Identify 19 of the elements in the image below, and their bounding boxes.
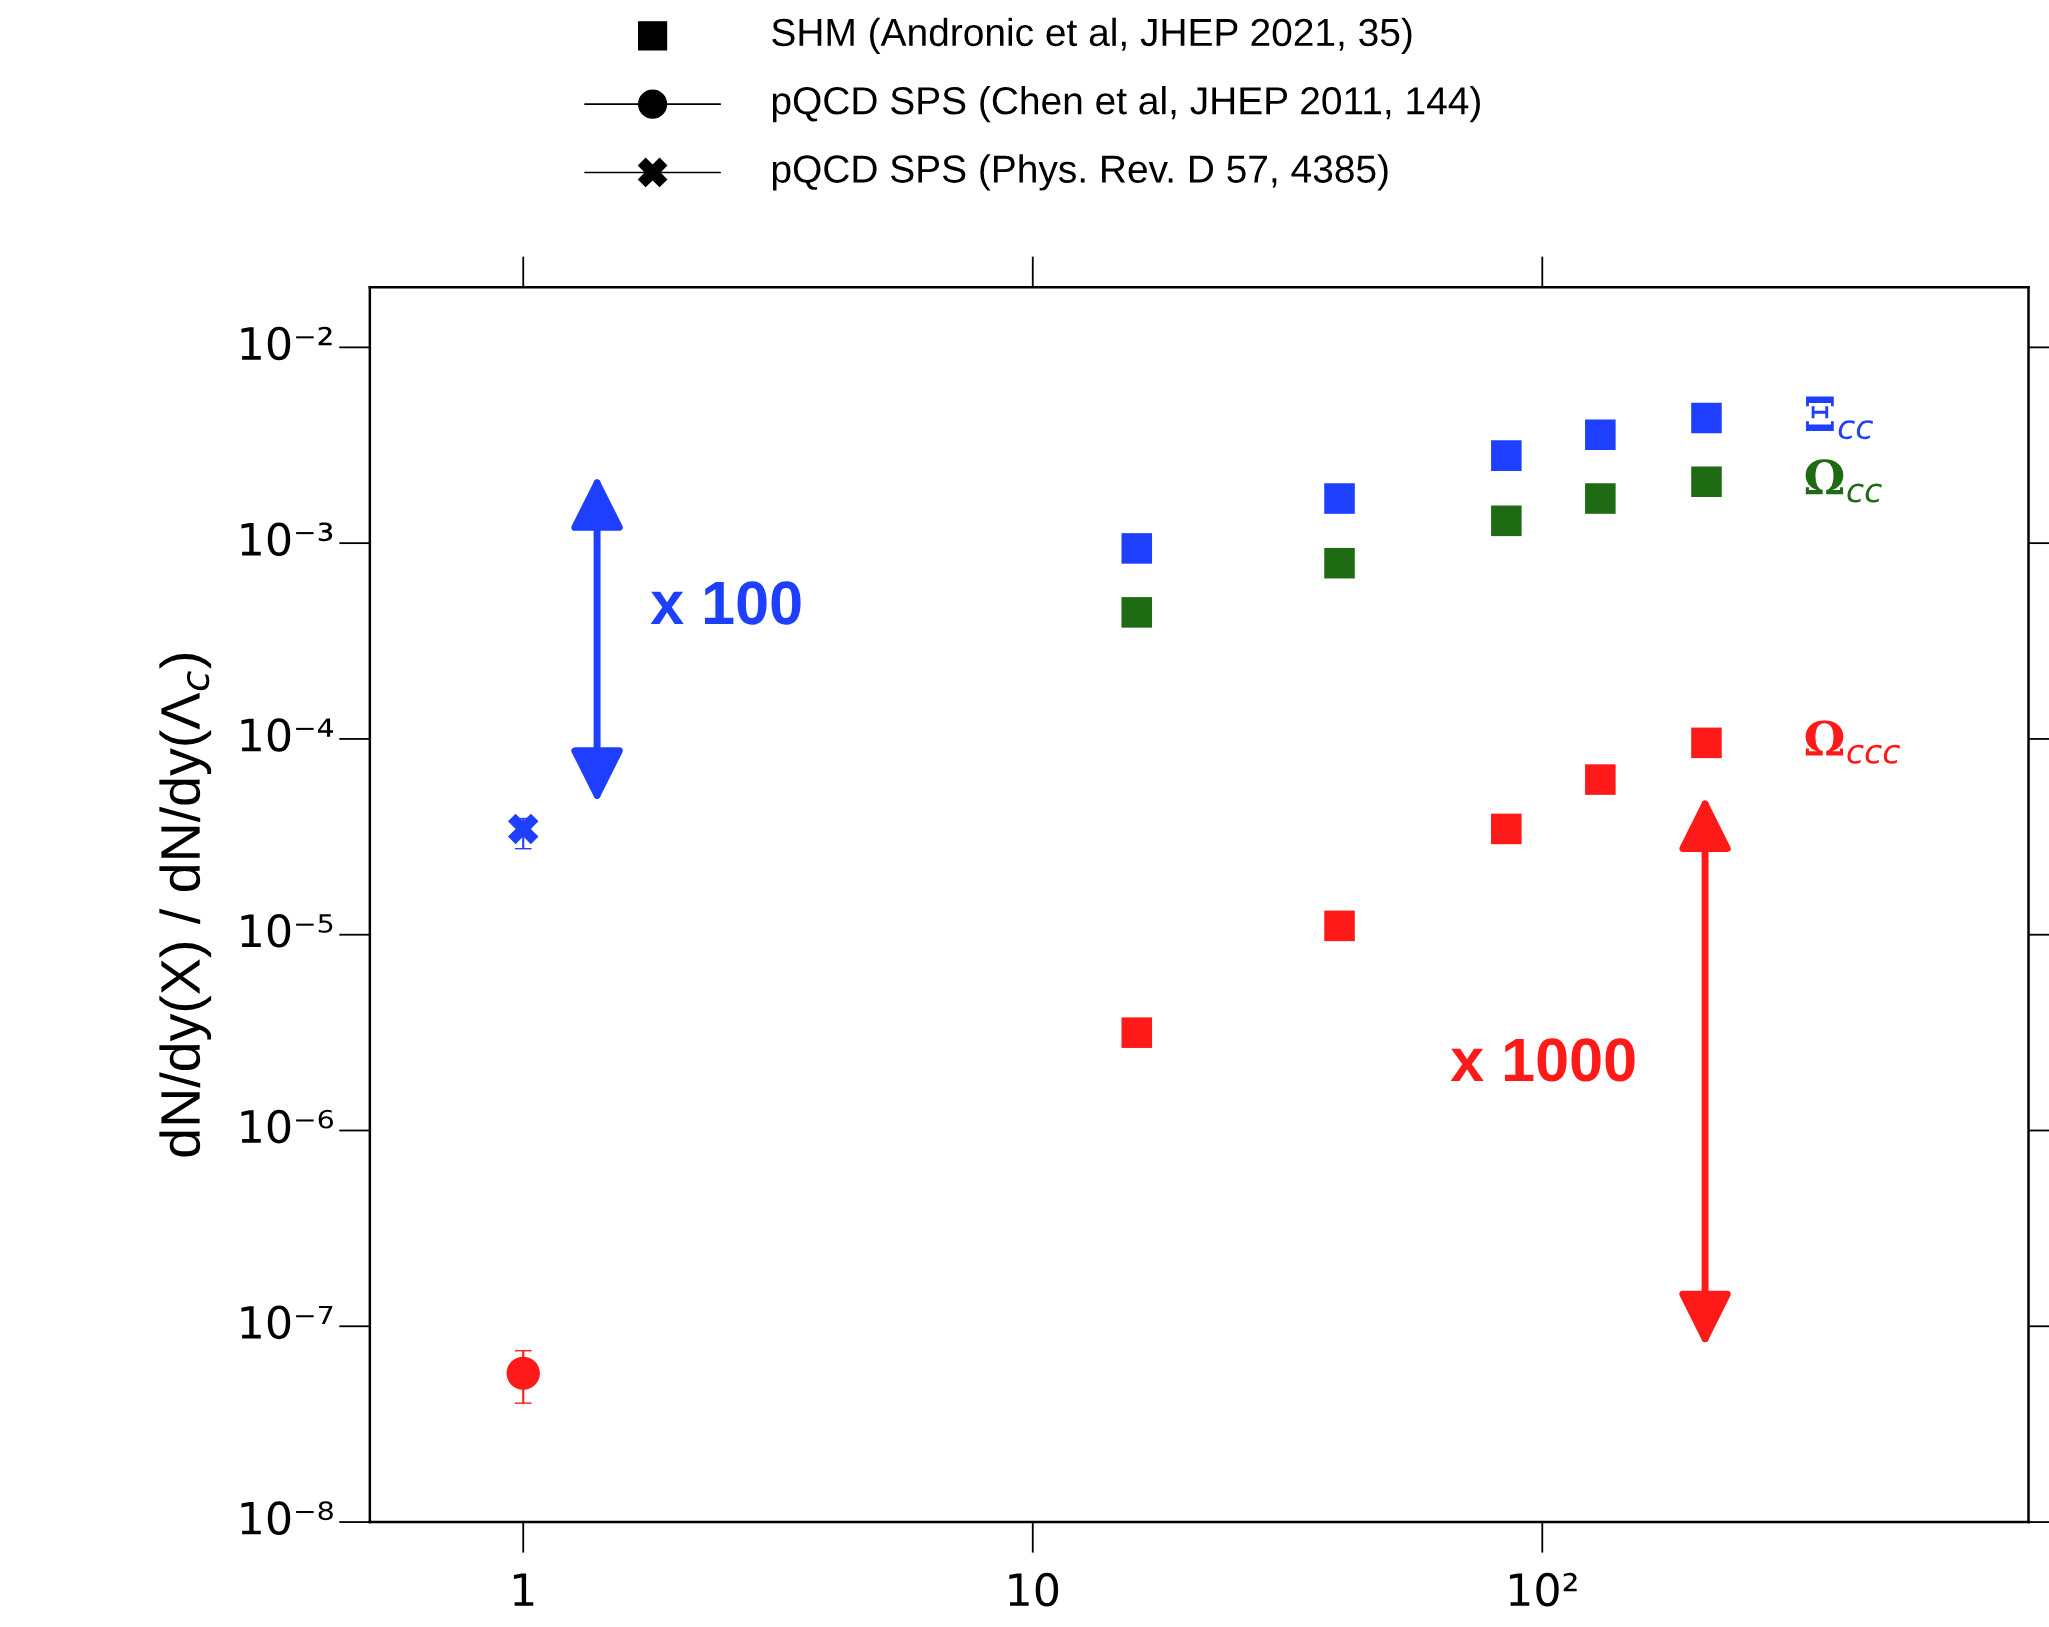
x-tick-label: 1: [513, 1573, 534, 1606]
series-label: Ω$_{ccc}$: [1805, 720, 1901, 764]
y-tick-label: 10⁻⁴: [241, 718, 334, 752]
y-tick-label: 10⁻⁵: [241, 913, 333, 948]
y-tick-label: 10⁻⁷: [241, 1305, 333, 1340]
y-tick-label: 10⁻³: [241, 522, 333, 557]
text: pQCD SPS (Chen et al, JHEP 2011, 144): [772, 86, 1480, 123]
y-axis-title: dN/dy(X) / dN/dy(Λ$_{c}$): [159, 654, 212, 1157]
text: pQCD SPS (Phys. Rev. D 57, 4385): [772, 154, 1388, 191]
x-tick-label: 10: [1009, 1572, 1059, 1607]
y-tick-label: 10⁻⁶: [241, 1109, 333, 1144]
annotation: x 1000: [1450, 1038, 1635, 1082]
series-label: Ω$_{cc}$: [1805, 459, 1882, 503]
annotation: x 100: [650, 581, 801, 625]
series-label: Ξ$_{cc}$: [1806, 396, 1874, 440]
x-tick-label: 10²: [1509, 1572, 1577, 1607]
y-tick-label: 10⁻²: [241, 326, 332, 361]
text: SHM (Andronic et al, JHEP 2021, 35): [772, 17, 1412, 54]
y-tick-label: 10⁻⁸: [241, 1501, 333, 1535]
